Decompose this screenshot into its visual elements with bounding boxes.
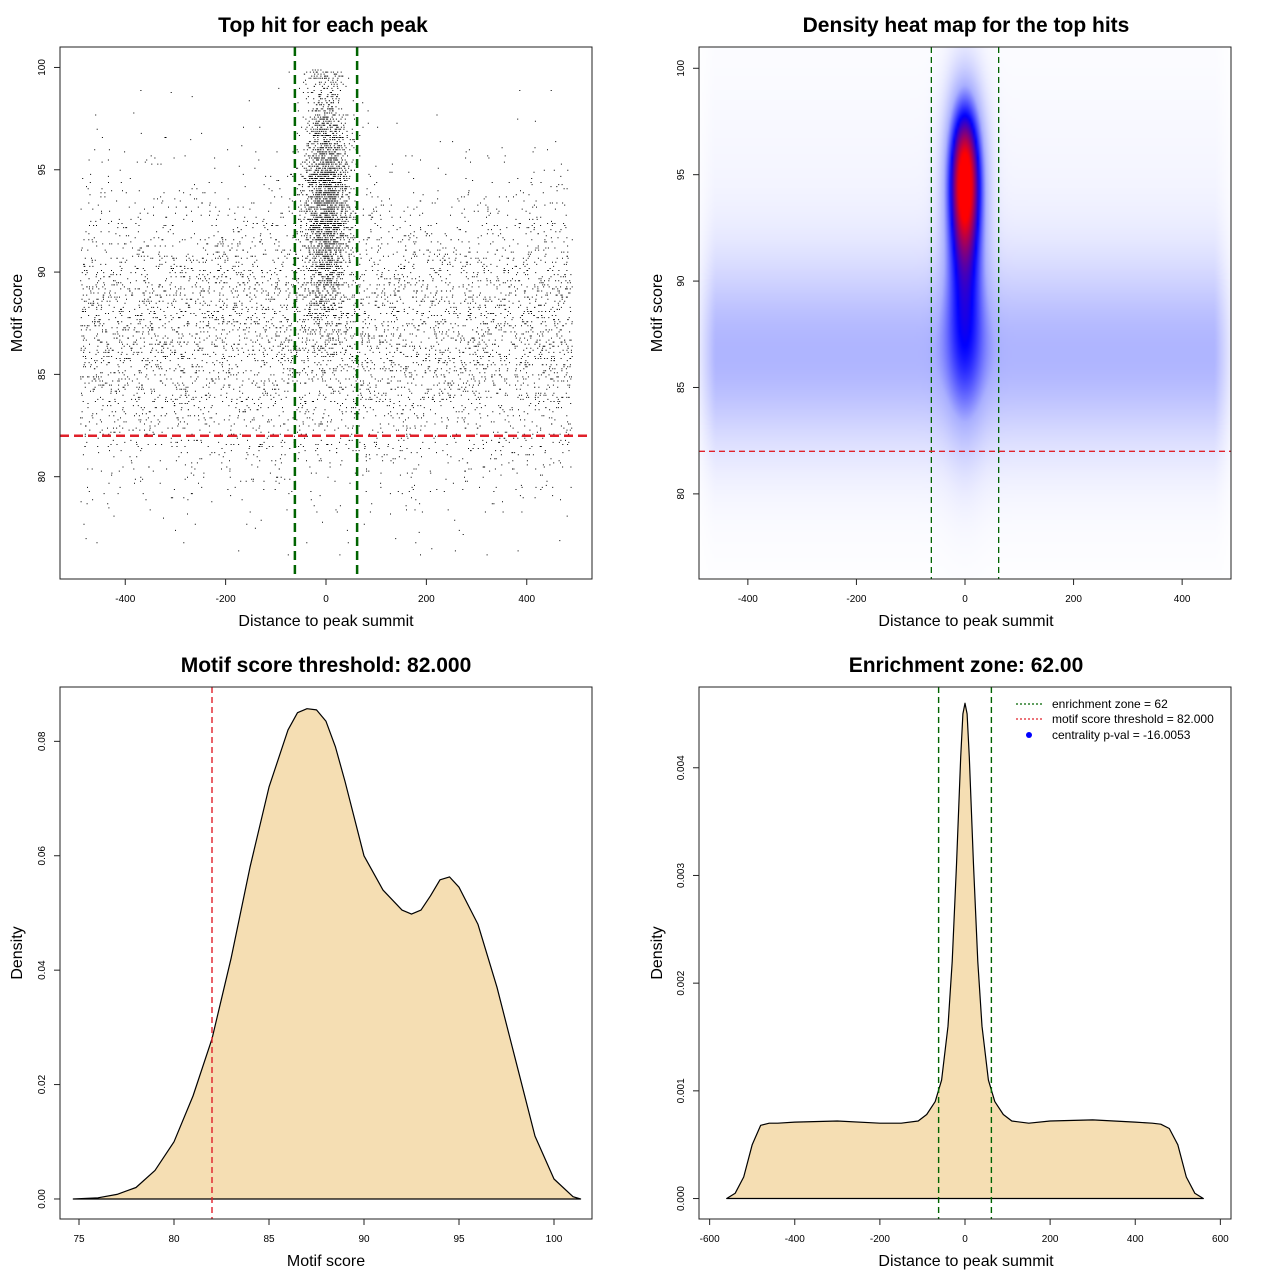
- score-x-tick-label: 85: [263, 1234, 275, 1245]
- heatmap-image: [699, 47, 1231, 579]
- heatmap-y-tick-label: 80: [676, 488, 687, 500]
- scatter-title: Top hit for each peak: [218, 14, 428, 37]
- score-density-title: Motif score threshold: 82.000: [181, 654, 472, 677]
- heatmap-x-tick-label: -400: [738, 594, 758, 605]
- heatmap-x-tick-label: 400: [1174, 594, 1191, 605]
- score-density-area: [72, 708, 582, 1200]
- distance-density-area: [726, 702, 1204, 1200]
- distance-y-axis: 0.000 0.001 0.002 0.003 0.004: [676, 755, 699, 1211]
- scatter-y-axis: 80 85 90 95 100: [37, 59, 60, 483]
- score-x-tick-label: 95: [453, 1234, 465, 1245]
- scatter-y-tick-label: 90: [37, 266, 48, 278]
- distance-y-tick-label: 0.001: [676, 1078, 687, 1103]
- panel-scatter: Top hit for each peak -400 -200 0 200 400 80…: [9, 14, 593, 630]
- panel-heatmap: Density heat map for the top hits -400 -2…: [649, 14, 1232, 630]
- score-x-axis: 75 80 85 90 95 100: [73, 1219, 563, 1245]
- score-y-tick-label: 0.06: [37, 846, 48, 866]
- heatmap-x-tick-label: -200: [846, 594, 866, 605]
- scatter-x-tick-label: 200: [418, 594, 435, 605]
- heatmap-y-tick-label: 90: [676, 275, 687, 287]
- heatmap-density: [699, 47, 1231, 579]
- scatter-y-tick-label: 85: [37, 368, 48, 380]
- heatmap-x-tick-label: 0: [962, 594, 968, 605]
- scatter-y-label: Motif score: [9, 274, 26, 352]
- scatter-x-tick-label: -400: [115, 594, 135, 605]
- distance-density-title: Enrichment zone: 62.00: [849, 654, 1084, 677]
- scatter-points: [80, 69, 573, 556]
- heatmap-x-tick-label: 200: [1065, 594, 1082, 605]
- distance-y-tick-label: 0.003: [676, 863, 687, 888]
- score-y-tick-label: 0.08: [37, 731, 48, 751]
- distance-x-tick-label: -400: [785, 1234, 805, 1245]
- scatter-x-tick-label: -200: [216, 594, 236, 605]
- heatmap-y-tick-label: 85: [676, 381, 687, 393]
- score-density-y-label: Density: [9, 926, 26, 979]
- scatter-x-tick-label: 0: [323, 594, 329, 605]
- score-y-tick-label: 0.04: [37, 960, 48, 980]
- distance-y-tick-label: 0.002: [676, 970, 687, 995]
- heatmap-y-axis: 80 85 90 95 100: [676, 60, 699, 500]
- score-x-tick-label: 80: [168, 1234, 180, 1245]
- distance-x-tick-label: 0: [962, 1234, 968, 1245]
- scatter-plot-frame: [59, 46, 593, 580]
- distance-x-tick-label: -200: [870, 1234, 890, 1245]
- scatter-y-tick-label: 95: [37, 164, 48, 176]
- distance-y-tick-label: 0.004: [676, 755, 687, 780]
- score-x-tick-label: 90: [358, 1234, 370, 1245]
- scatter-y-tick-label: 80: [37, 471, 48, 483]
- scatter-x-axis: -400 -200 0 200 400: [115, 579, 536, 605]
- legend-label-enrichment: enrichment zone = 62: [1052, 697, 1168, 711]
- heatmap-y-tick-label: 100: [676, 60, 687, 77]
- scatter-reference-lines: [60, 47, 592, 579]
- scatter-y-tick-label: 100: [37, 59, 48, 76]
- distance-x-tick-label: 600: [1212, 1234, 1229, 1245]
- score-y-tick-label: 0.02: [37, 1074, 48, 1094]
- score-density-x-label: Motif score: [287, 1253, 365, 1270]
- panel-score-density: Motif score threshold: 82.000 75 80 85 90 95…: [9, 654, 593, 1270]
- distance-y-tick-label: 0.000: [676, 1186, 687, 1211]
- distance-x-tick-label: 400: [1127, 1234, 1144, 1245]
- scatter-point-cloud: [80, 69, 573, 556]
- heatmap-reference-lines: [699, 47, 1231, 579]
- heatmap-y-tick-label: 95: [676, 169, 687, 181]
- heatmap-title: Density heat map for the top hits: [803, 14, 1130, 37]
- score-x-tick-label: 75: [73, 1234, 85, 1245]
- distance-density-x-label: Distance to peak summit: [878, 1253, 1054, 1270]
- legend-label-pval: centrality p-val = -16.0053: [1052, 728, 1191, 742]
- heatmap-y-label: Motif score: [649, 274, 666, 352]
- legend-swatch-pval: [1026, 732, 1032, 738]
- scatter-x-tick-label: 400: [518, 594, 535, 605]
- distance-x-axis: -600 -400 -200 0 200 400 600: [700, 1219, 1229, 1245]
- score-y-tick-label: 0.00: [37, 1189, 48, 1209]
- distance-reference-lines: [937, 687, 993, 1219]
- score-density-plot-frame: [59, 686, 593, 1220]
- distance-legend: enrichment zone = 62 motif score thresho…: [1016, 697, 1214, 742]
- score-density-curve: [72, 708, 582, 1200]
- distance-density-curve: [726, 702, 1204, 1200]
- distance-density-y-label: Density: [649, 926, 666, 979]
- panel-distance-density: Enrichment zone: 62.00 -600 -400 -200 0 200 4…: [649, 654, 1232, 1270]
- heatmap-x-axis: -400 -200 0 200 400: [738, 579, 1191, 605]
- legend-label-threshold: motif score threshold = 82.000: [1052, 712, 1214, 726]
- distance-x-tick-label: 200: [1042, 1234, 1059, 1245]
- distance-x-tick-label: -600: [700, 1234, 720, 1245]
- scatter-x-label: Distance to peak summit: [238, 613, 414, 630]
- score-x-tick-label: 100: [546, 1234, 563, 1245]
- score-y-axis: 0.00 0.02 0.04 0.06 0.08: [37, 731, 60, 1209]
- heatmap-x-label: Distance to peak summit: [878, 613, 1054, 630]
